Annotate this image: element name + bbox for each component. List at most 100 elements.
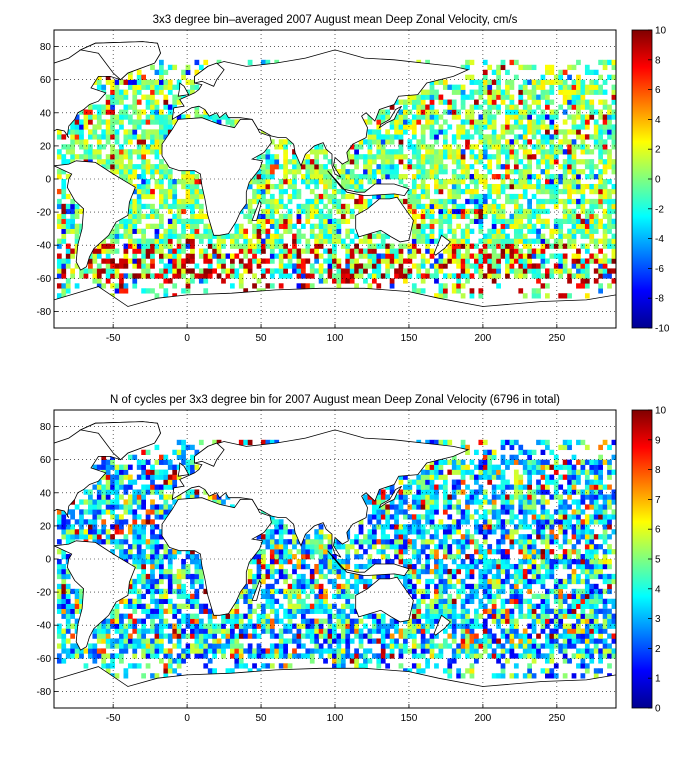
heat-cell <box>367 633 373 639</box>
heat-cell <box>540 578 546 585</box>
heat-cell <box>354 549 359 555</box>
heat-cell <box>150 613 155 619</box>
heat-cell <box>332 563 337 570</box>
heat-cell <box>305 653 311 659</box>
heat-cell <box>190 174 195 180</box>
heat-cell <box>482 559 488 565</box>
heat-cell <box>296 218 302 224</box>
heat-cell <box>265 159 271 165</box>
heat-cell <box>190 169 195 175</box>
heat-cell <box>105 79 111 85</box>
heat-cell <box>491 208 497 215</box>
heat-cell <box>300 563 306 570</box>
heat-cell <box>221 623 226 629</box>
heat-cell <box>292 183 297 190</box>
heat-cell <box>172 668 178 674</box>
heat-cell <box>518 114 524 120</box>
heat-cell <box>61 549 67 555</box>
heat-cell <box>283 648 288 654</box>
heat-cell <box>296 164 302 170</box>
heat-cell <box>150 248 155 254</box>
heat-cell <box>549 658 555 664</box>
heat-cell <box>119 218 124 224</box>
heat-cell <box>456 248 462 254</box>
heat-cell <box>79 593 84 600</box>
heat-cell <box>203 603 209 609</box>
heat-cell <box>407 618 413 624</box>
heat-cell <box>105 104 111 110</box>
heat-cell <box>243 268 249 274</box>
heat-cell <box>252 608 257 614</box>
heat-cell <box>247 243 253 249</box>
heat-cell <box>96 79 102 85</box>
heat-cell <box>496 139 501 145</box>
heat-cell <box>567 549 572 555</box>
heat-cell <box>456 554 462 560</box>
heat-cell <box>469 79 475 85</box>
heat-cell <box>536 643 541 649</box>
heat-cell <box>522 213 528 220</box>
heat-cell <box>132 598 138 604</box>
heat-cell <box>593 668 599 674</box>
heat-cell <box>225 268 231 274</box>
heat-cell <box>190 598 195 604</box>
heat-cell <box>442 213 448 220</box>
heat-cell <box>545 79 550 85</box>
heat-cell <box>584 653 590 659</box>
heat-cell <box>558 559 564 565</box>
heat-cell <box>269 549 275 555</box>
heat-cell <box>159 79 164 85</box>
heat-cell <box>447 643 453 649</box>
heat-cell <box>527 668 532 674</box>
heat-cell <box>447 578 453 585</box>
heat-cell <box>429 623 435 629</box>
heat-cell <box>314 583 320 590</box>
heat-cell <box>327 198 333 205</box>
heat-cell <box>478 258 484 264</box>
heat-cell <box>296 233 302 239</box>
heat-cell <box>132 79 138 85</box>
heat-cell <box>212 233 217 239</box>
heat-cell <box>584 273 590 279</box>
heat-cell <box>522 263 528 269</box>
heat-cell <box>491 559 497 565</box>
heat-cell <box>252 648 257 654</box>
heat-cell <box>482 109 488 115</box>
heat-cell <box>274 653 280 659</box>
heat-cell <box>505 613 510 619</box>
heat-cell <box>167 104 173 110</box>
heat-cell <box>172 203 178 210</box>
heat-cell <box>411 263 417 269</box>
heat-cell <box>376 179 382 185</box>
heat-cell <box>607 134 612 140</box>
heat-cell <box>252 243 257 249</box>
heat-cell <box>411 114 417 120</box>
heat-cell <box>92 273 98 279</box>
heat-cell <box>159 223 164 229</box>
heat-cell <box>238 273 244 279</box>
heat-cell <box>305 238 311 244</box>
heat-cell <box>465 109 470 115</box>
heat-cell <box>496 174 501 180</box>
heat-cell <box>70 643 76 649</box>
heat-cell <box>438 94 444 100</box>
heat-cell <box>221 258 226 264</box>
heat-cell <box>567 573 572 580</box>
colorbar-tick-label: 8 <box>655 55 661 66</box>
heat-cell <box>167 633 173 639</box>
heat-cell <box>607 608 612 614</box>
heat-cell <box>478 253 484 259</box>
heat-cell <box>576 99 581 105</box>
heat-cell <box>234 643 240 649</box>
heat-cell <box>491 263 497 269</box>
heat-cell <box>589 653 595 659</box>
heat-cell <box>287 623 293 629</box>
heat-cell <box>234 618 240 624</box>
heat-cell <box>442 183 448 190</box>
heat-cell <box>584 633 590 639</box>
heat-cell <box>545 668 550 674</box>
heat-cell <box>141 154 146 160</box>
heat-cell <box>438 603 444 609</box>
heat-cell <box>229 283 235 289</box>
heat-cell <box>389 193 395 200</box>
